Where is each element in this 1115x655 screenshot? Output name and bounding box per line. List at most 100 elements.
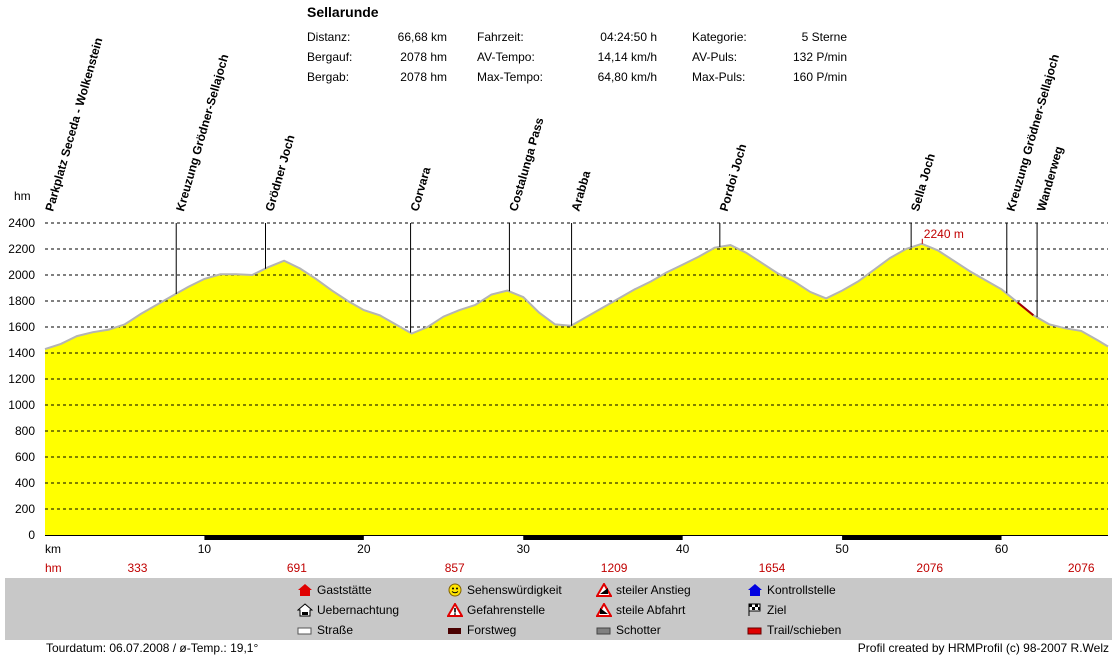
- legend-label: steiler Anstieg: [616, 583, 691, 597]
- steep-descent-icon: [595, 602, 613, 617]
- smiley-icon: [447, 583, 463, 597]
- waypoint-label: Sella Joch: [908, 152, 938, 213]
- chart-title: Sellarunde: [307, 4, 379, 20]
- stat-label-fahrzeit: Fahrzeit:: [477, 30, 524, 44]
- stat-value-av-tempo: 14,14 km/h: [597, 50, 657, 64]
- stat-value-kategorie: 5 Sterne: [801, 30, 847, 44]
- legend-label: Schotter: [616, 623, 661, 637]
- hm-row-label: hm: [45, 561, 62, 575]
- y-axis-label: hm: [14, 189, 31, 203]
- stat-label-distanz: Distanz:: [307, 30, 351, 44]
- stat-label-max-puls: Max-Puls:: [692, 70, 746, 84]
- hm-row-value: 333: [127, 561, 147, 575]
- x-tick-label: 40: [676, 542, 690, 556]
- x-tick-label: 30: [517, 542, 531, 556]
- legend-item-strasse: Straße: [297, 623, 353, 637]
- x-axis-label: km: [45, 542, 61, 556]
- legend-label: Forstweg: [467, 623, 517, 637]
- y-tick-label: 600: [15, 450, 35, 464]
- warning-triangle-icon: [446, 602, 464, 617]
- legend-label: Sehenswürdigkeit: [467, 583, 562, 597]
- legend-label: Ziel: [767, 603, 787, 617]
- y-tick-label: 1600: [8, 320, 35, 334]
- legend-item-schotter: Schotter: [596, 623, 661, 637]
- stat-value-fahrzeit: 04:24:50 h: [600, 30, 657, 44]
- legend-item-steiler-anstieg: steiler Anstieg: [595, 582, 691, 597]
- legend-label: Uebernachtung: [317, 603, 400, 617]
- legend-item-sehenswuerdigkeit: Sehenswürdigkeit: [447, 583, 562, 597]
- waypoint-label: Pordoi Joch: [717, 142, 750, 213]
- credits-footer: Profil created by HRMProfil (c) 98-2007 …: [857, 641, 1109, 655]
- stat-value-max-puls: 160 P/min: [792, 70, 847, 84]
- hm-row-value: 857: [445, 561, 465, 575]
- tour-date-footer: Tourdatum: 06.07.2008 / ø-Temp.: 19,1°: [46, 641, 259, 655]
- legend-label: Gaststätte: [317, 583, 372, 597]
- y-tick-label: 2000: [8, 268, 35, 282]
- elevation-profile-chart: 0 200 400 600 800 1000 1200 1400 1600 1800 2000 220…: [8, 36, 1109, 575]
- checkpoint-blue-icon: [747, 583, 763, 597]
- gravel-icon: [596, 623, 612, 637]
- waypoint-label: Wanderweg: [1034, 145, 1066, 213]
- y-tick-label: 0: [28, 528, 35, 542]
- stat-label-bergab: Bergab:: [307, 70, 350, 84]
- x-tick-label: 10: [198, 542, 212, 556]
- y-tick-label: 2200: [8, 242, 35, 256]
- stat-label-av-tempo: AV-Tempo:: [477, 50, 535, 64]
- stat-value-bergab: 2078 hm: [400, 70, 447, 84]
- y-tick-label: 1200: [8, 372, 35, 386]
- y-tick-label: 1400: [8, 346, 35, 360]
- legend-item-steile-abfahrt: steile Abfahrt: [595, 602, 686, 617]
- waypoint-label: Arabba: [569, 169, 594, 213]
- waypoint-label: Kreuzung Grödner-Sellajoch: [173, 53, 231, 213]
- surface-bar-forstweg: [204, 536, 364, 540]
- legend-label: steile Abfahrt: [616, 603, 686, 617]
- legend-item-gaststaette: Gaststätte: [297, 583, 372, 597]
- surface-bar-forstweg: [842, 536, 1002, 540]
- x-tick-label: 20: [357, 542, 371, 556]
- hm-row-value: 691: [287, 561, 307, 575]
- hm-row-value: 1209: [601, 561, 628, 575]
- y-tick-label: 1000: [8, 398, 35, 412]
- max-elevation-label: 2240 m: [924, 227, 964, 241]
- stat-value-av-puls: 132 P/min: [792, 50, 847, 64]
- legend-label: Gefahrenstelle: [467, 603, 546, 617]
- stat-label-bergauf: Bergauf:: [307, 50, 353, 64]
- legend-label: Trail/schieben: [767, 623, 842, 637]
- steep-ascent-icon: [595, 582, 613, 597]
- stat-label-av-puls: AV-Puls:: [692, 50, 738, 64]
- trail-segment: [1016, 301, 1035, 317]
- waypoint-label: Grödner Joch: [262, 133, 297, 212]
- y-tick-label: 400: [15, 476, 35, 490]
- hm-row-value: 1654: [759, 561, 786, 575]
- house-bed-icon: [296, 603, 314, 617]
- y-tick-label: 2400: [8, 216, 35, 230]
- hm-row-value: 2076: [916, 561, 943, 575]
- legend-item-ziel: Ziel: [747, 603, 786, 617]
- stat-label-max-tempo: Max-Tempo:: [477, 70, 544, 84]
- trail-red-icon: [747, 623, 763, 637]
- y-tick-label: 200: [15, 502, 35, 516]
- y-tick-label: 800: [15, 424, 35, 438]
- forest-road-icon: [447, 623, 463, 637]
- elevation-area: [45, 243, 1108, 536]
- road-white-icon: [297, 623, 313, 637]
- legend-item-forstweg: Forstweg: [447, 623, 516, 637]
- legend-item-trail-schieben: Trail/schieben: [747, 623, 841, 637]
- legend-panel: [5, 578, 1112, 640]
- y-tick-label: 1800: [8, 294, 35, 308]
- stat-label-kategorie: Kategorie:: [692, 30, 747, 44]
- legend-label: Straße: [317, 623, 354, 637]
- hm-row-value: 2076: [1068, 561, 1095, 575]
- waypoint-label: Corvara: [407, 165, 433, 213]
- elevation-line: [44, 242, 1109, 351]
- stat-value-max-tempo: 64,80 km/h: [597, 70, 657, 84]
- legend-item-uebernachtung: Uebernachtung: [296, 603, 400, 617]
- stat-value-bergauf: 2078 hm: [400, 50, 447, 64]
- stat-value-distanz: 66,68 km: [397, 30, 447, 44]
- house-red-icon: [297, 583, 313, 597]
- legend-item-kontrollstelle: Kontrollstelle: [747, 583, 836, 597]
- surface-bar-forstweg: [523, 536, 683, 540]
- finish-flag-icon: [747, 603, 763, 617]
- legend-item-gefahrenstelle: Gefahrenstelle: [446, 602, 546, 617]
- legend-label: Kontrollstelle: [767, 583, 836, 597]
